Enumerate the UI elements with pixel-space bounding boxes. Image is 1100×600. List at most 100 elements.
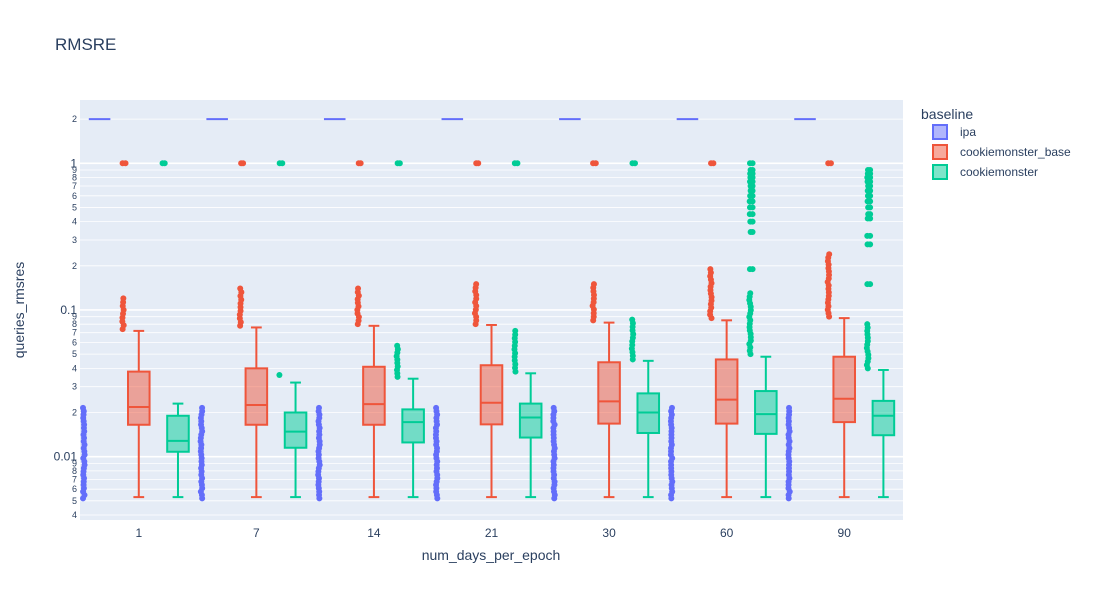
cookiemonster-outlier-point	[514, 160, 521, 167]
cookiemonster-outlier-point	[747, 290, 754, 297]
box-iqr	[597, 361, 621, 425]
cookiemonster_base-outlier-point	[473, 281, 480, 288]
x-tick-label: 90	[838, 526, 852, 540]
y-minor-tick-label: 6	[72, 484, 77, 494]
cookiemonster-outlier-point	[749, 192, 756, 199]
cookiemonster-outlier-point	[867, 241, 874, 248]
y-major-tick-label: 1	[70, 156, 77, 170]
cookiemonster-outlier-point	[749, 187, 756, 194]
box-traces	[80, 118, 896, 502]
box-iqr	[832, 355, 856, 424]
legend-label-cookiemonster_base: cookiemonster_base	[960, 145, 1071, 159]
legend-title: baseline	[921, 106, 973, 122]
cookiemonster_base-outlier-point	[355, 285, 362, 292]
box-iqr	[479, 364, 504, 426]
cookiemonster-outlier-point	[749, 166, 756, 173]
y-minor-tick-label: 6	[72, 191, 77, 201]
x-axis-ticks: 1 7 14 21 30 60 90	[135, 526, 851, 540]
cookiemonster-outlier-point	[276, 372, 283, 379]
cookiemonster_base-outlier-point	[475, 160, 482, 167]
x-tick-label: 21	[485, 526, 499, 540]
y-minor-tick-label: 9	[72, 458, 77, 468]
x-tick-label: 1	[135, 526, 142, 540]
y-axis-title: queries_rmsres	[11, 262, 27, 358]
cookiemonster-outlier-point	[867, 166, 874, 173]
y-minor-tick-label: 4	[72, 363, 77, 373]
cookiemonster-outlier-point	[749, 266, 756, 273]
cookiemonster_base-box-30	[597, 321, 621, 499]
cookiemonster_base-box-14	[362, 324, 386, 499]
legend-swatch-cookiemonster_base	[932, 144, 948, 160]
ipa-outlier-point	[550, 404, 557, 411]
cookiemonster-outlier-point	[161, 160, 168, 167]
y-major-tick-label: 0.01	[54, 450, 78, 464]
x-axis-title: num_days_per_epoch	[422, 547, 561, 563]
y-minor-tick-label: 5	[72, 202, 77, 212]
cookiemonster-outlier-point	[631, 160, 638, 167]
box-iqr	[714, 358, 739, 425]
cookiemonster-box-60	[754, 355, 778, 499]
cookiemonster-outlier-point	[867, 281, 874, 288]
y-minor-tick-label: 8	[72, 172, 77, 182]
cookiemonster_base-outlier-point	[710, 160, 717, 167]
cookiemonster-box-21	[518, 372, 543, 499]
y-minor-tick-label: 3	[72, 382, 77, 392]
cookiemonster_base-outlier-point	[592, 160, 599, 167]
y-minor-tick-label: 9	[72, 165, 77, 175]
y-minor-tick-label: 2	[72, 114, 77, 124]
y-minor-tick-label: 3	[72, 235, 77, 245]
cookiemonster_base-box-7	[244, 326, 269, 499]
x-tick-label: 7	[253, 526, 260, 540]
cookiemonster-outlier-point	[749, 160, 756, 167]
cookiemonster-outlier-point	[512, 327, 519, 334]
ipa-outlier-point	[199, 404, 206, 411]
cookiemonster_base-box-21	[479, 323, 504, 499]
cookiemonster-box-14	[401, 377, 425, 499]
cookiemonster_base-box-90	[832, 317, 856, 499]
ipa-outlier-point	[315, 404, 322, 411]
cookiemonster_base-outlier-point	[120, 295, 127, 302]
cookiemonster-box-1	[166, 402, 190, 499]
box-iqr	[401, 408, 425, 444]
y-minor-tick-label: 2	[72, 261, 77, 271]
cookiemonster-outlier-point	[867, 204, 874, 211]
cookiemonster_base-outlier-point	[590, 281, 597, 288]
y-minor-tick-label: 8	[72, 319, 77, 329]
cookiemonster-outlier-point	[867, 182, 874, 189]
cookiemonster-outlier-point	[629, 316, 636, 323]
cookiemonster-box-90	[871, 368, 896, 499]
cookiemonster-outlier-point	[867, 198, 874, 205]
ipa-outlier-point	[433, 404, 440, 411]
y-minor-tick-label: 5	[72, 496, 77, 506]
cookiemonster_base-outlier-point	[826, 251, 833, 258]
cookiemonster-outlier-point	[394, 342, 401, 349]
cookiemonster-outlier-point	[749, 229, 756, 236]
box-iqr	[127, 370, 151, 426]
y-minor-tick-label: 2	[72, 408, 77, 418]
legend-swatch-ipa	[932, 124, 948, 140]
x-tick-label: 60	[720, 526, 734, 540]
y-minor-tick-label: 7	[72, 474, 77, 484]
box-iqr	[754, 390, 778, 435]
box-iqr	[518, 402, 543, 439]
cookiemonster-outlier-point	[749, 211, 756, 218]
y-minor-tick-label: 7	[72, 328, 77, 338]
legend-label-ipa: ipa	[960, 125, 976, 139]
cookiemonster-outlier-point	[867, 232, 874, 239]
cookiemonster-outlier-point	[749, 198, 756, 205]
y-minor-tick-label: 9	[72, 312, 77, 322]
box-iqr	[871, 399, 896, 437]
y-minor-tick-label: 8	[72, 466, 77, 476]
box-iqr	[244, 367, 269, 426]
legend: baseline ipa cookiemonster_base cookiemons…	[921, 106, 1071, 180]
cookiemonster_base-outlier-point	[827, 160, 834, 167]
chart-title: RMSRE	[55, 35, 116, 54]
cookiemonster_base-outlier-point	[707, 266, 714, 273]
cookiemonster_base-outlier-point	[357, 160, 364, 167]
y-minor-tick-label: 4	[72, 510, 77, 520]
legend-swatch-cookiemonster	[932, 164, 948, 180]
y-minor-tick-label: 4	[72, 217, 77, 227]
y-minor-tick-label: 6	[72, 338, 77, 348]
